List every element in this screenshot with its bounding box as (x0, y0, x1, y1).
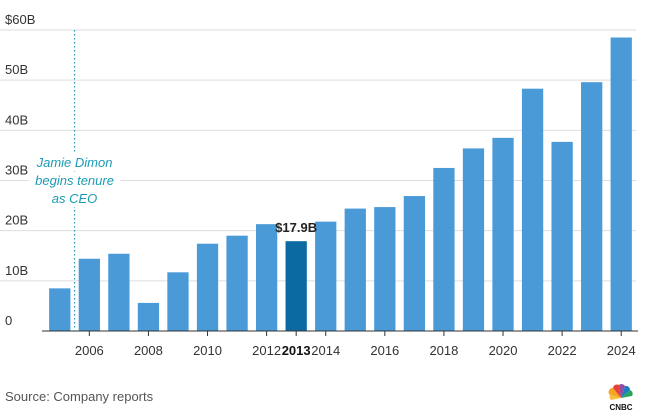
bar-2006 (78, 258, 100, 331)
bar-2022 (551, 141, 573, 331)
y-axis-ticks: 0 10B 20B 30B 40B 50B $60B (5, 12, 35, 328)
bar-2017 (403, 196, 426, 331)
x-tick-label-2016: 2016 (370, 343, 399, 358)
svg-text:CNBC: CNBC (609, 403, 632, 412)
source-note: Source: Company reports (5, 389, 154, 404)
annotation-backdrop (28, 172, 121, 189)
bar-2008 (137, 302, 160, 331)
annotation-text-line: as CEO (52, 191, 98, 206)
bar-2010 (196, 243, 219, 331)
y-tick-label: 20B (5, 213, 28, 228)
y-tick-label: 40B (5, 112, 28, 127)
bar-2009 (167, 272, 189, 331)
cnbc-logo: CNBC (608, 384, 633, 412)
y-tick-label: 0 (5, 313, 12, 328)
bar-2015 (344, 208, 366, 331)
x-tick-label-2006: 2006 (75, 343, 104, 358)
y-tick-label: 10B (5, 263, 28, 278)
x-tick-label-2008: 2008 (134, 343, 163, 358)
highlight-value-label: $17.9B (275, 220, 317, 235)
bar-2018 (433, 167, 455, 331)
y-tick-label: 30B (5, 163, 28, 178)
annotation-text-line: begins tenure (35, 173, 114, 188)
bar-2014 (315, 221, 337, 331)
y-tick-label: 50B (5, 62, 28, 77)
x-axis-ticks: 2006 2008 2010 2012 2013 2014 2016 2018 2020 2022… (75, 331, 636, 358)
annotation-text-line: Jamie Dimon (36, 155, 113, 170)
annotation-backdrop (51, 190, 98, 207)
annotation-backdrop (35, 154, 114, 171)
bar-2020 (492, 137, 514, 331)
x-tick-label-2018: 2018 (429, 343, 458, 358)
bar-2024 (610, 37, 632, 332)
x-tick-label-2020: 2020 (489, 343, 518, 358)
bar-2012 (255, 224, 278, 331)
x-tick-label-2012: 2012 (252, 343, 281, 358)
ceo-annotation: Jamie Dimon begins tenure as CEO (28, 30, 121, 331)
data-labels: $17.9B (275, 220, 317, 235)
bar-2005 (49, 288, 71, 331)
bar-2021 (521, 88, 544, 331)
bar-2011 (226, 235, 248, 331)
bar-2013 (285, 241, 307, 331)
x-tick-label-2022: 2022 (548, 343, 577, 358)
x-tick-label-2024: 2024 (607, 343, 636, 358)
x-tick-label-2013: 2013 (282, 343, 311, 358)
x-tick-label-2010: 2010 (193, 343, 222, 358)
bar-2016 (374, 207, 396, 331)
x-tick-label-2014: 2014 (311, 343, 340, 358)
bars (49, 37, 632, 332)
y-tick-label: $60B (5, 12, 35, 27)
bar-2019 (462, 148, 485, 331)
bar-2007 (108, 253, 130, 331)
bar-2023 (581, 82, 603, 331)
